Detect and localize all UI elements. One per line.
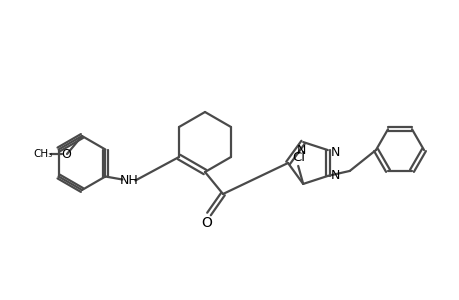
- Text: O: O: [61, 148, 71, 161]
- Text: N: N: [330, 169, 340, 182]
- Text: NH: NH: [120, 174, 139, 187]
- Text: N: N: [296, 144, 305, 157]
- Text: O: O: [201, 216, 212, 230]
- Text: N: N: [330, 146, 340, 159]
- Text: Cl: Cl: [292, 152, 305, 164]
- Text: CH₃: CH₃: [34, 149, 52, 159]
